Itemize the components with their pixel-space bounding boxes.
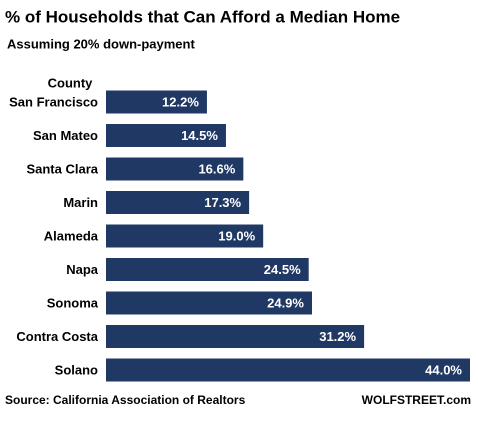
chart-subtitle: Assuming 20% down-payment bbox=[7, 36, 195, 51]
value-label: 12.2% bbox=[162, 94, 199, 109]
value-label: 16.6% bbox=[198, 161, 235, 176]
value-label: 44.0% bbox=[425, 362, 462, 377]
value-label: 17.3% bbox=[204, 195, 241, 210]
bar bbox=[106, 358, 470, 382]
bar bbox=[106, 325, 365, 348]
value-label: 24.5% bbox=[264, 262, 301, 277]
value-label: 31.2% bbox=[319, 329, 356, 344]
axis-label: County bbox=[48, 75, 94, 90]
bar bbox=[106, 291, 312, 315]
y-tick-label: Santa Clara bbox=[26, 161, 98, 176]
bar bbox=[106, 258, 309, 281]
chart-title: % of Households that Can Afford a Median… bbox=[5, 7, 400, 26]
y-tick-label: Sonoma bbox=[47, 295, 99, 310]
bar bbox=[106, 191, 250, 214]
y-tick-label: San Francisco bbox=[9, 94, 98, 109]
bar bbox=[106, 90, 207, 114]
y-tick-label: Alameda bbox=[44, 228, 99, 243]
bar bbox=[106, 124, 226, 147]
source: Source: California Association of Realto… bbox=[5, 393, 246, 407]
y-tick-label: Napa bbox=[66, 262, 99, 277]
value-label: 19.0% bbox=[218, 228, 255, 243]
y-tick-label: Contra Costa bbox=[16, 329, 98, 344]
credit: WOLFSTREET.com bbox=[362, 393, 471, 407]
bar bbox=[106, 224, 264, 248]
value-label: 24.9% bbox=[267, 295, 304, 310]
y-tick-label: Marin bbox=[63, 195, 98, 210]
bar bbox=[106, 157, 244, 181]
y-tick-label: Solano bbox=[55, 362, 98, 377]
y-tick-label: San Mateo bbox=[33, 128, 98, 143]
value-label: 14.5% bbox=[181, 128, 218, 143]
